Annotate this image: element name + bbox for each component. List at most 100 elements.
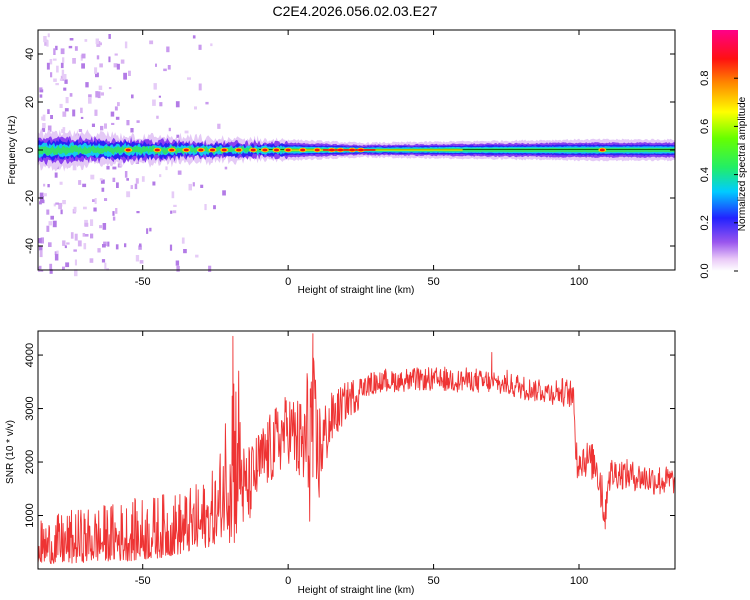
spectrogram-noise-speck [97,248,101,253]
spectrogram-noise-speck [102,244,106,248]
spectrogram-x-tick-label: -50 [135,276,151,288]
snr-frame [37,330,676,570]
spectrogram-noise-speck [62,266,65,270]
spectrogram-noise-speck [39,94,43,98]
spectrogram-noise-speck [49,269,53,274]
spectrogram-noise-speck [80,116,84,119]
spectrogram-noise-speck [173,204,177,207]
spectrogram-noise-speck [80,107,83,114]
spectrogram-noise-speck [130,128,134,133]
spectrogram-noise-speck [124,41,128,49]
spectrogram-noise-speck [183,249,187,254]
spectrogram-peak-marker [262,148,268,152]
snr-y-tick-label: 4000 [24,343,36,367]
spectrogram-peak-layer [124,147,607,153]
spectrogram-noise-speck [158,95,161,98]
colorbar-tick-label: 0.4 [699,167,711,182]
spectrogram-noise-speck [97,91,101,99]
spectrogram-noise-speck [175,260,180,266]
spectrogram-noise-speck [139,243,142,247]
spectrogram-noise-speck [91,123,95,127]
spectrogram-noise-speck [61,69,65,77]
spectrogram-noise-speck [94,67,98,74]
spectrogram-peak-marker [236,148,242,152]
spectrogram-noise-speck [65,262,70,268]
spectrogram-noise-speck [78,180,82,185]
spectrogram-noise-speck [38,245,43,251]
spectrogram-noise-speck [38,265,42,270]
spectrogram-noise-speck [181,237,185,244]
spectrogram-noise-speck [113,63,118,68]
spectrogram-noise-speck [89,258,94,263]
spectrogram-noise-speck [46,209,50,215]
spectrogram-peak-marker [183,148,189,152]
spectrogram-x-tick-label: 0 [285,276,291,288]
spectrogram-noise-speck [47,184,50,188]
snr-x-axis-label: Height of straight line (km) [298,585,415,596]
spectrogram-noise-speck [208,265,212,272]
snr-axes: -50 0 50 100 1000 2000 3000 4000 [24,331,675,587]
spectrogram-noise-speck [94,198,97,204]
spectrogram-noise-speck [111,122,115,125]
spectrogram-y-tick-label: 40 [24,48,36,60]
spectrogram-noise-speck [88,94,92,98]
spectrogram-noise-speck [139,260,144,264]
spectrogram-noise-speck [95,72,99,78]
spectrogram-noise-speck [82,183,87,188]
spectrogram-noise-speck [167,65,171,70]
spectrogram-peak-marker [169,148,175,152]
spectrogram-peak-marker [250,148,256,152]
spectrogram-noise-speck [95,38,99,45]
spectrogram-noise-speck [126,178,129,181]
spectrogram-noise-speck [48,242,52,247]
spectrogram-noise-speck [60,75,65,81]
spectrogram-noise-speck [64,79,68,84]
spectrogram-noise-speck [159,174,162,178]
spectrogram-noise-speck [176,265,180,272]
spectrogram-noise-speck [96,55,100,60]
spectrogram-noise-speck [198,83,202,91]
spectrogram-noise-speck [92,199,96,202]
spectrogram-peak-marker [274,148,279,152]
spectrogram-noise-speck [53,203,56,207]
colorbar-ticks: 0.0 0.2 0.4 0.6 0.8 [699,71,738,279]
spectrogram-noise-speck [74,233,78,241]
snr-series-layer [37,333,676,565]
spectrogram-noise-speck [169,244,173,251]
spectrogram-noise-speck [155,63,157,67]
colorbar: 0.0 0.2 0.4 0.6 0.8 Normalized spectral ampl… [699,30,748,279]
spectrogram-noise-speck [74,269,78,277]
spectrogram-noise-speck [54,172,58,178]
spectrogram-noise-speck [192,182,195,187]
spectrogram-noise-speck [177,170,182,175]
spectrogram-noise-speck [83,243,87,250]
spectrogram-noise-speck [62,127,66,132]
spectrogram-noise-speck [54,254,59,261]
spectrogram-noise-speck [90,233,94,239]
spectrogram-frame [37,29,676,271]
spectrogram-noise-speck [104,198,108,201]
spectrogram-noise-speck [64,245,67,249]
spectrogram-y-axis-label: Frequency (Hz) [7,116,18,185]
spectrogram-noise-speck [59,181,63,185]
spectrogram-noise-speck [46,62,50,70]
spectrogram-noise-speck [53,48,56,55]
spectrogram-noise-speck [42,114,46,121]
spectrogram-noise-speck [62,200,66,205]
spectrogram-noise-speck [188,183,192,191]
spectrogram-noise-speck [116,63,120,70]
spectrogram-noise-speck [66,242,70,245]
spectrogram-noise-speck [131,94,134,99]
spectrogram-peak-marker [314,148,320,152]
spectrogram-noise-speck [48,221,53,226]
spectrogram-noise-speck [95,91,99,98]
snr-plot-area [38,331,675,569]
spectrogram-noise-speck [98,85,103,90]
spectrogram-noise-speck [126,120,130,126]
spectrogram-noise-speck [63,87,67,91]
spectrogram-noise-speck [77,240,82,247]
spectrogram-noise-speck [41,199,45,204]
colorbar-tick-label: 0.6 [699,119,711,134]
spectrogram-noise-speck [78,129,83,132]
spectrogram-noise-speck [149,227,152,232]
